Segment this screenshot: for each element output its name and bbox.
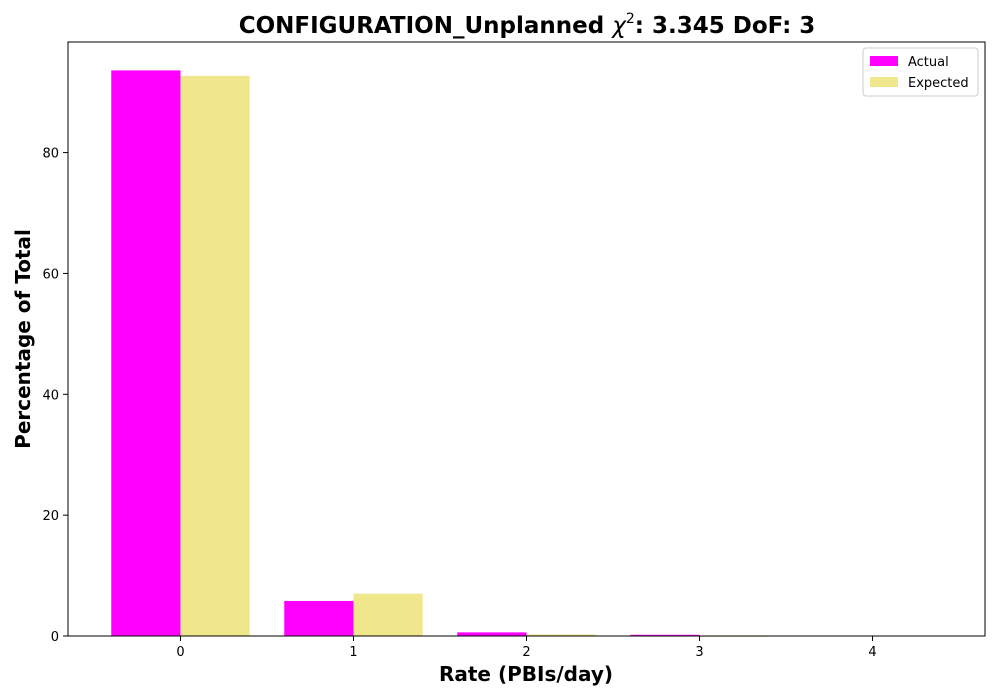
bar-expected-0 [180,75,250,637]
y-axis-ticks: 0 20 40 60 80 [42,147,68,645]
x-tick-label: 4 [868,645,876,660]
bar-expected-2 [526,634,596,636]
y-axis-label: Percentage of Total [11,229,35,449]
legend-label-actual: Actual [908,55,949,70]
x-tick-label: 3 [695,645,703,660]
x-axis-ticks: 0 1 2 3 4 [176,636,877,660]
bar-actual-2 [457,632,527,636]
bar-actual-3 [630,634,700,636]
legend: Actual Expected [862,47,979,97]
y-tick-label: 40 [42,388,59,403]
legend-swatch-expected [870,77,898,87]
y-tick-label: 80 [42,147,59,162]
y-tick-label: 20 [42,509,59,524]
bar-actual-1 [284,600,354,636]
chart-title-superscript: 2 [626,11,635,27]
bars [111,70,769,637]
legend-swatch-actual [870,56,898,66]
x-tick-label: 0 [176,645,184,660]
x-tick-label: 1 [349,645,357,660]
chart-title: CONFIGURATION_Unplanned χ2: 3.345 DoF: 3 [239,11,816,39]
chart-title-chi: χ [610,13,627,39]
chart-title-stats: : 3.345 DoF: 3 [635,13,816,39]
x-tick-label: 2 [522,645,530,660]
y-tick-label: 0 [51,630,59,645]
chart-title-main: CONFIGURATION_Unplanned [239,13,605,39]
y-tick-label: 60 [42,267,59,282]
bar-actual-0 [111,70,181,636]
x-axis-label: Rate (PBIs/day) [439,662,613,686]
bar-expected-1 [353,593,423,636]
legend-label-expected: Expected [908,76,969,91]
